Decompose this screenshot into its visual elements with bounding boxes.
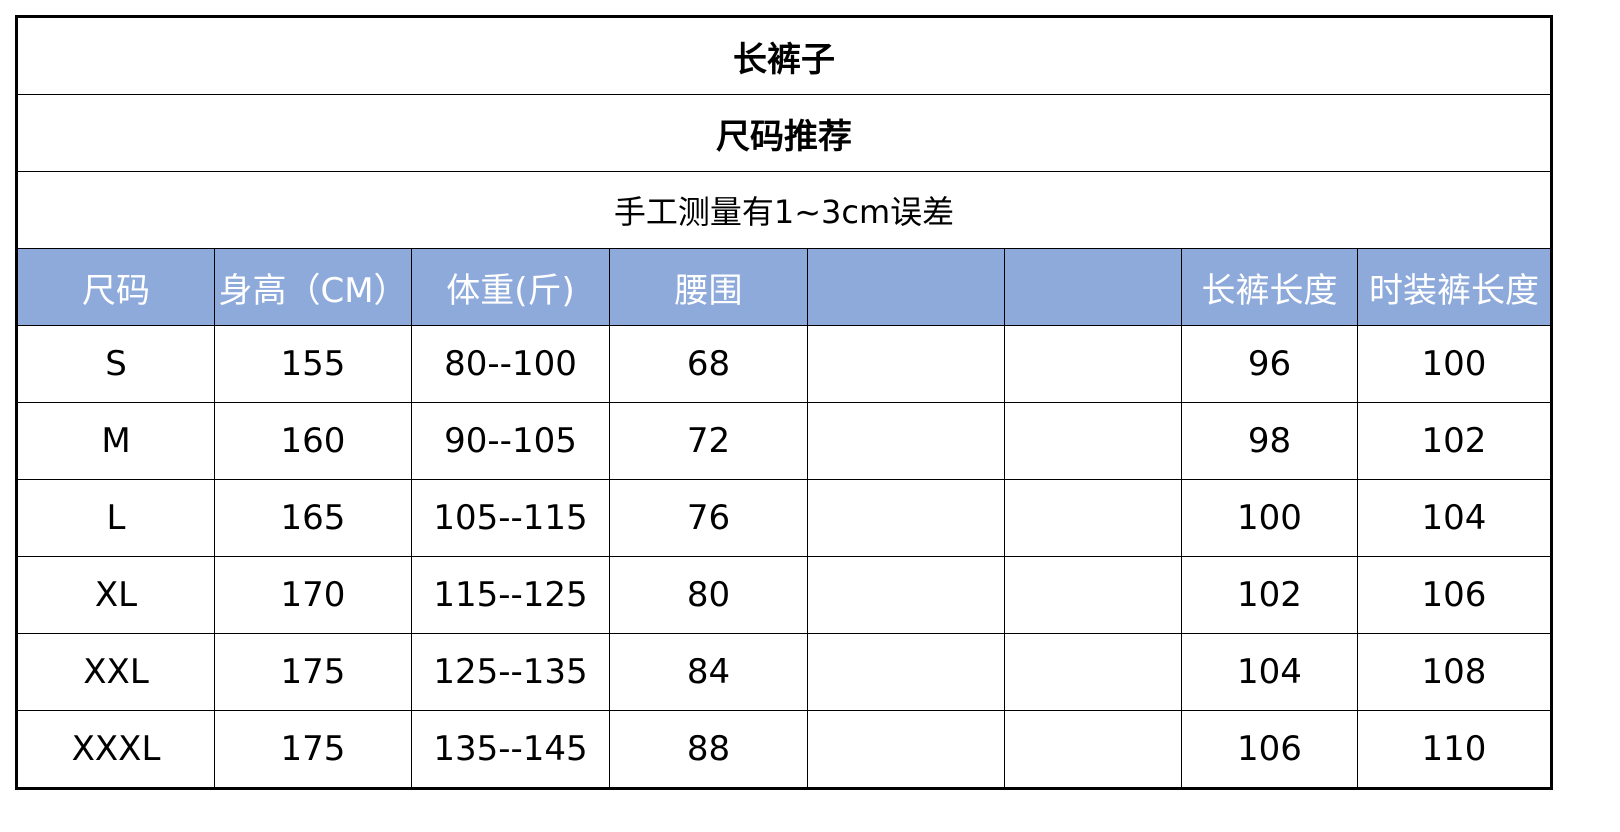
table-row: L 165 105--115 76 100 104 (16, 479, 1552, 557)
table-row: XL 170 115--125 80 102 106 (16, 556, 1552, 634)
table-title: 长裤子 (16, 16, 1552, 95)
table-cell: 100 (1357, 325, 1552, 403)
column-header: 尺码 (16, 248, 215, 326)
column-header (807, 248, 1005, 326)
table-cell: 80 (609, 556, 808, 634)
table-row: XXL 175 125--135 84 104 108 (16, 633, 1552, 711)
table-cell: 135--145 (411, 710, 610, 789)
table-cell: 84 (609, 633, 808, 711)
table-row: S 155 80--100 68 96 100 (16, 325, 1552, 403)
table-row: XXXL 175 135--145 88 106 110 (16, 710, 1552, 789)
column-header: 时装裤长度 (1357, 248, 1552, 326)
table-cell (807, 402, 1005, 480)
table-cell: XXL (16, 633, 215, 711)
table-cell (807, 479, 1005, 557)
table-cell (1004, 325, 1182, 403)
table-cell (807, 556, 1005, 634)
table-cell: 104 (1181, 633, 1358, 711)
table-cell: XL (16, 556, 215, 634)
table-cell (1004, 402, 1182, 480)
table-cell (1004, 556, 1182, 634)
table-cell (807, 710, 1005, 789)
table-cell: 110 (1357, 710, 1552, 789)
table-cell: 106 (1357, 556, 1552, 634)
table-cell: M (16, 402, 215, 480)
table-cell (1004, 710, 1182, 789)
table-cell: 125--135 (411, 633, 610, 711)
table-cell: 170 (214, 556, 412, 634)
table-cell (1004, 479, 1182, 557)
table-cell: 175 (214, 633, 412, 711)
table-cell: 68 (609, 325, 808, 403)
table-cell: 76 (609, 479, 808, 557)
table-cell: 106 (1181, 710, 1358, 789)
table-cell: 96 (1181, 325, 1358, 403)
column-header (1004, 248, 1182, 326)
table-cell: 72 (609, 402, 808, 480)
table-cell: 102 (1181, 556, 1358, 634)
table-subtitle: 尺码推荐 (16, 94, 1552, 172)
table-cell: 105--115 (411, 479, 610, 557)
table-cell: XXXL (16, 710, 215, 789)
column-header: 体重(斤) (411, 248, 610, 326)
size-chart-table: 长裤子 尺码推荐 手工测量有1~3cm误差 尺码 身高（CM） 体重(斤) 腰围… (15, 15, 1553, 790)
table-cell: 155 (214, 325, 412, 403)
table-cell: 165 (214, 479, 412, 557)
table-cell: 102 (1357, 402, 1552, 480)
table-cell (807, 325, 1005, 403)
table-cell: 98 (1181, 402, 1358, 480)
table-cell (1004, 633, 1182, 711)
table-cell: 108 (1357, 633, 1552, 711)
table-cell: 80--100 (411, 325, 610, 403)
table-cell: 115--125 (411, 556, 610, 634)
table-cell: 90--105 (411, 402, 610, 480)
column-header: 腰围 (609, 248, 808, 326)
column-header: 身高（CM） (214, 248, 412, 326)
table-cell: S (16, 325, 215, 403)
table-cell (807, 633, 1005, 711)
table-cell: L (16, 479, 215, 557)
column-header: 长裤长度 (1181, 248, 1358, 326)
table-cell: 100 (1181, 479, 1358, 557)
measurement-note: 手工测量有1~3cm误差 (16, 171, 1552, 249)
header-row: 尺码 身高（CM） 体重(斤) 腰围 长裤长度 时装裤长度 (16, 248, 1552, 326)
table-cell: 175 (214, 710, 412, 789)
table-cell: 104 (1357, 479, 1552, 557)
table-cell: 160 (214, 402, 412, 480)
table-cell: 88 (609, 710, 808, 789)
table-row: M 160 90--105 72 98 102 (16, 402, 1552, 480)
